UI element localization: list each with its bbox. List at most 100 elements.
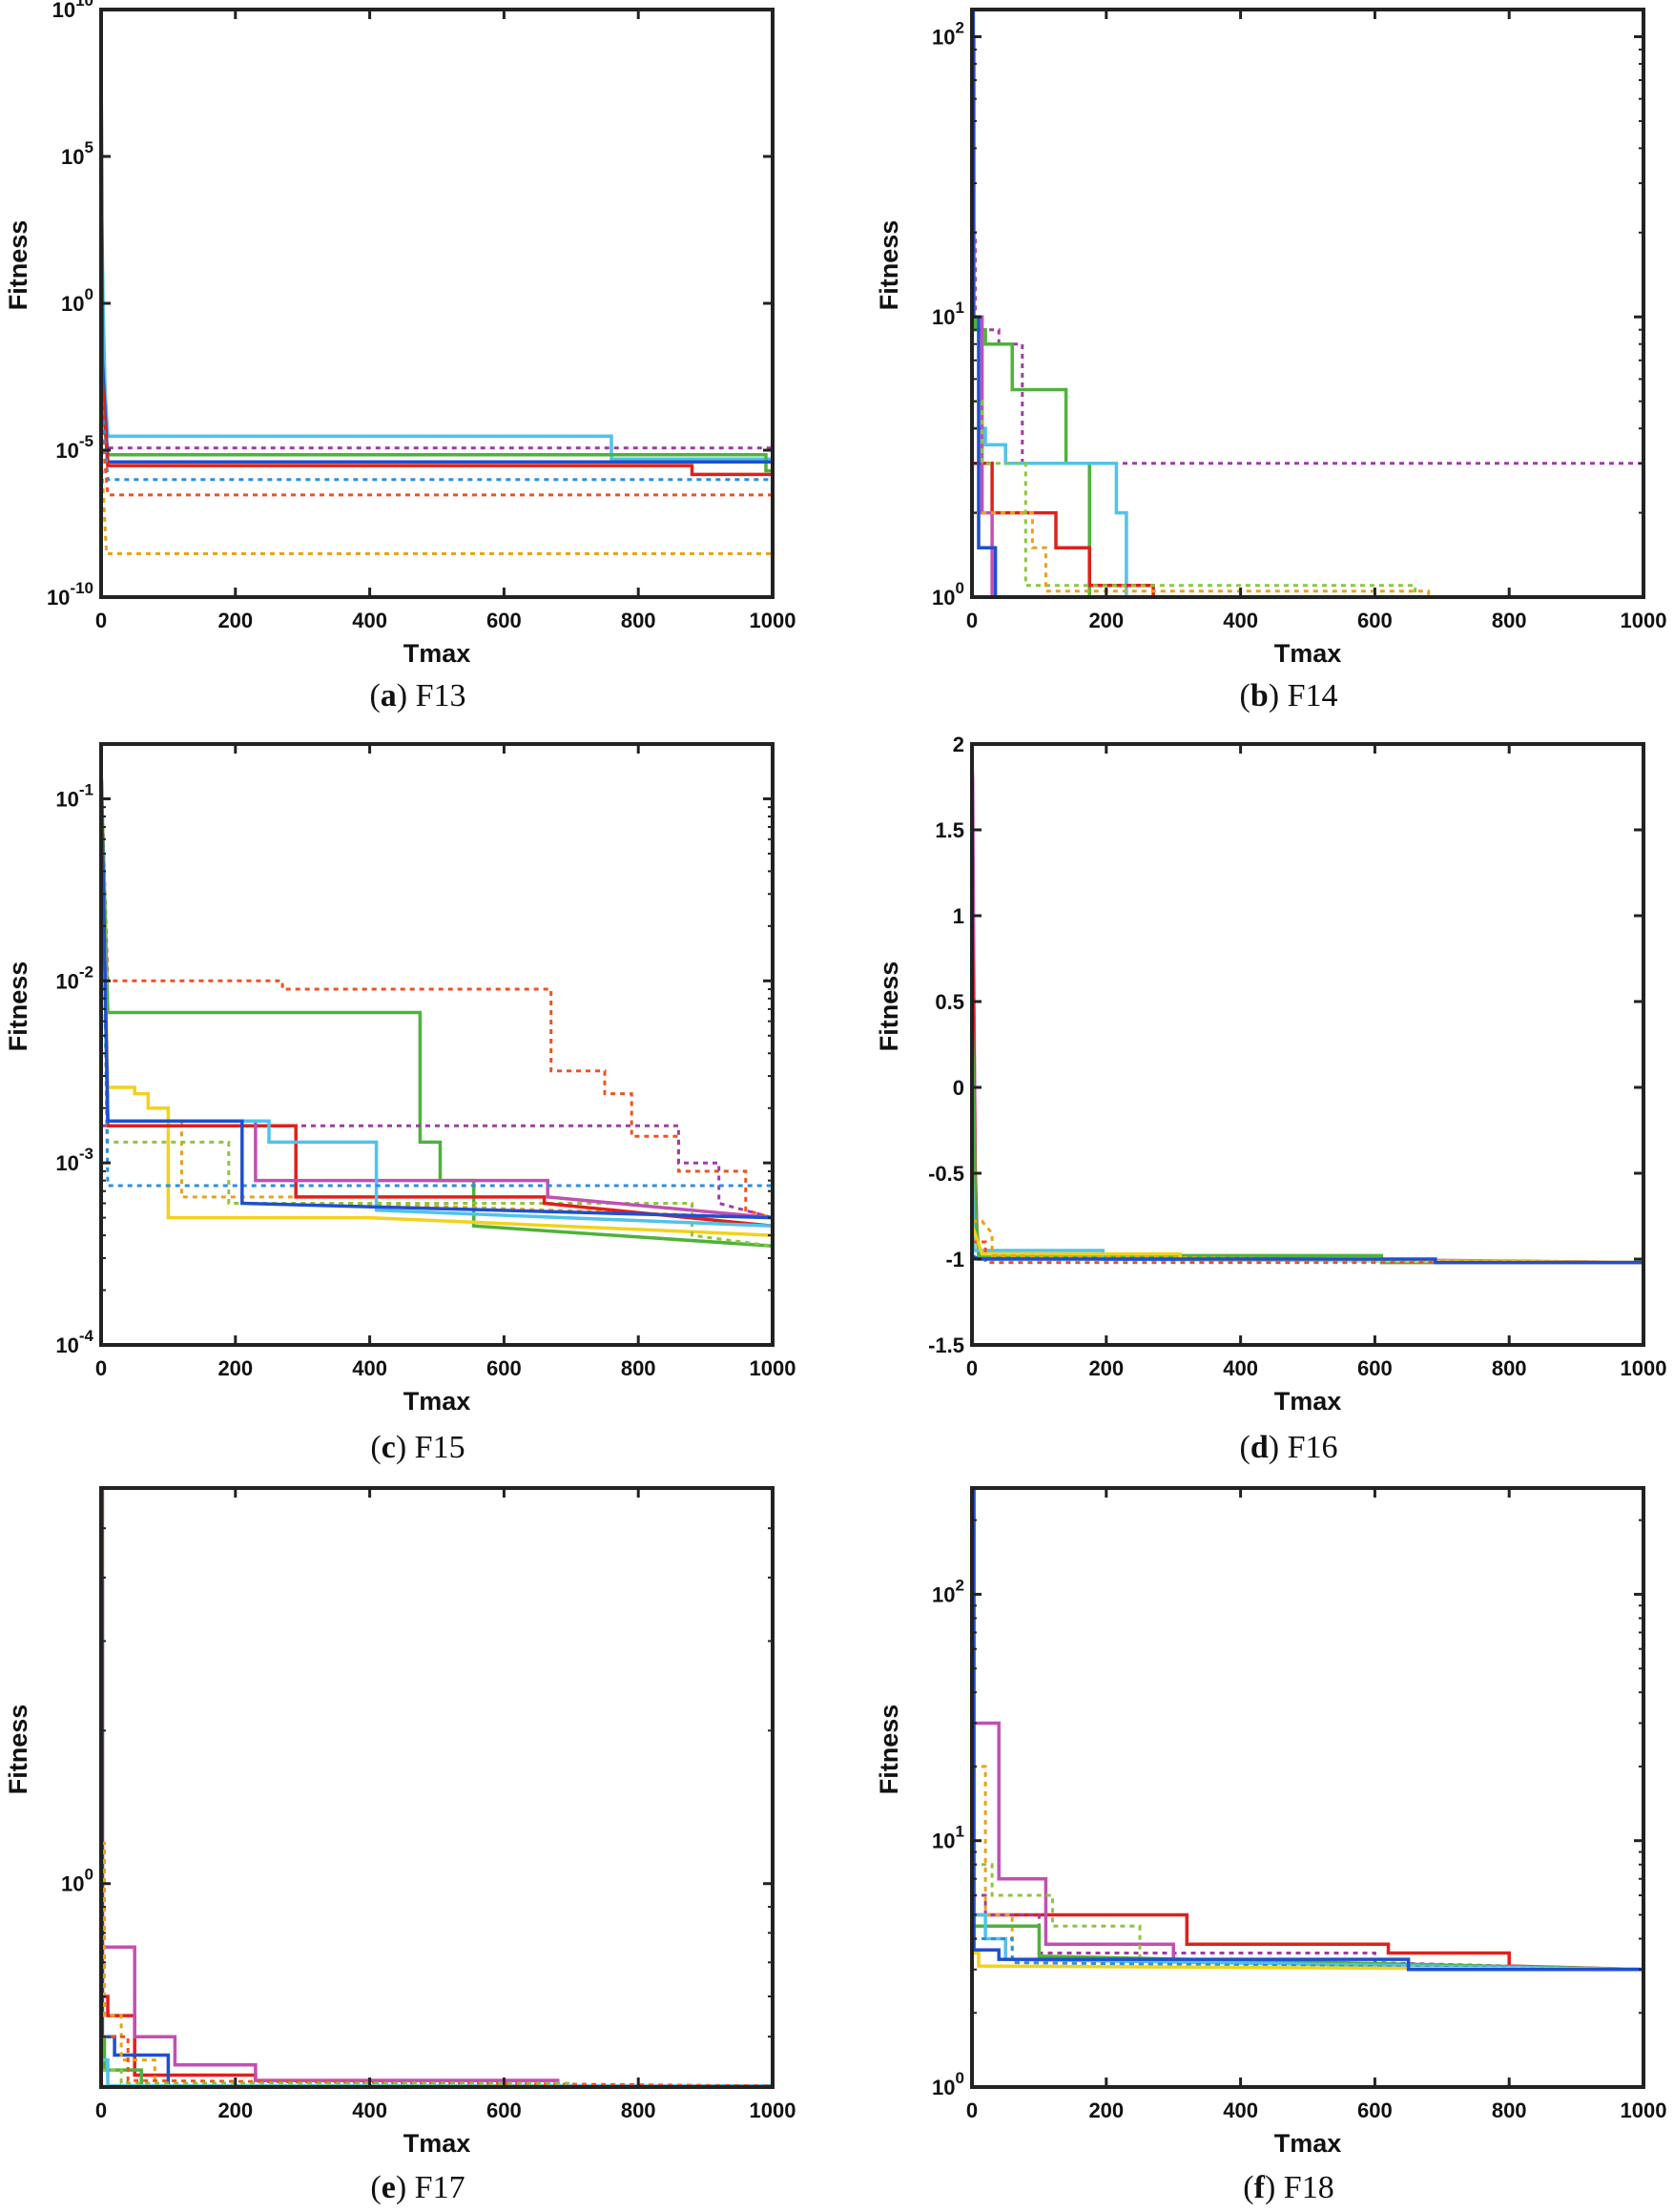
y-tick-label: 100	[61, 285, 93, 316]
x-tick-label: 800	[1492, 609, 1527, 632]
x-axis-label: Tmax	[1274, 639, 1342, 668]
series-line-11	[101, 766, 773, 1220]
x-tick-label: 400	[352, 1356, 387, 1380]
y-tick-label: 1.5	[935, 818, 964, 842]
series-line-1	[972, 231, 1643, 465]
series-line-9	[972, 1951, 1643, 1972]
x-tick-label: 600	[1357, 2098, 1393, 2122]
y-tick-label: 10-4	[55, 1327, 93, 1357]
series-line-2	[972, 315, 1643, 597]
panel-caption: (f) F18	[1243, 2170, 1333, 2205]
plot-area	[972, 1488, 1643, 1972]
plot-area	[101, 1488, 773, 2087]
y-tick-label: 105	[61, 138, 93, 169]
series-line-5	[972, 1765, 1643, 1972]
series-line-8	[972, 1937, 1643, 1972]
series-line-8	[972, 10, 1643, 597]
y-tick-label: 102	[932, 18, 964, 49]
y-tick-label: 1010	[52, 0, 93, 22]
series-line-10	[101, 766, 773, 1188]
y-tick-label: 10-5	[55, 432, 93, 463]
series-line-6	[972, 1721, 1643, 1972]
axes-frame	[99, 742, 775, 1347]
y-axis-label: Fitness	[4, 1705, 32, 1795]
series-line-7	[101, 421, 773, 497]
y-tick-label: 100	[61, 1866, 93, 1896]
series-line-7	[972, 1240, 1643, 1265]
x-tick-label: 200	[217, 1356, 253, 1380]
series-line-9	[101, 766, 773, 1229]
x-tick-label: 800	[1492, 2098, 1527, 2122]
x-tick-label: 200	[1088, 2098, 1124, 2122]
series-line-5	[972, 34, 1643, 597]
series-line-4	[972, 1155, 1643, 1265]
series-line-1	[101, 38, 773, 462]
series-line-4	[972, 1863, 1643, 1972]
series-line-2	[101, 1576, 773, 2087]
panel-c: 0 200 400 600 800 1000 10-1 10-2 10-3 10-4 Tmax Fit…	[4, 742, 796, 1465]
y-tick-label: 101	[932, 299, 964, 329]
x-axis-label: Tmax	[1274, 2129, 1342, 2158]
plot-area	[101, 766, 773, 1248]
series-line-3	[972, 426, 1643, 597]
x-tick-label: 200	[1088, 1356, 1124, 1380]
panel-caption: (e) F17	[370, 2170, 465, 2205]
panel-a: 0 200 400 600 800 1000 1010 105 100 10-5 10-10 Tmax…	[4, 0, 796, 713]
series-line-10	[972, 1488, 1643, 1972]
y-tick-label: 0	[953, 1076, 964, 1100]
series-line-1	[972, 1912, 1643, 1972]
series-line-7	[101, 766, 773, 1229]
series-line-3	[101, 1945, 773, 2087]
series-line-1	[972, 760, 1643, 1265]
x-tick-label: 0	[966, 609, 978, 632]
y-tick-label: -0.5	[928, 1162, 964, 1186]
plot-area	[101, 38, 773, 555]
y-axis-label: Fitness	[875, 220, 903, 311]
x-tick-label: 400	[352, 609, 387, 632]
series-line-4	[101, 766, 773, 1237]
axes-frame	[970, 8, 1645, 599]
panel-d: 0 200 400 600 800 1000 2 1.5 1 0.5 0 -0.5 -1 -1.5 Tmax…	[875, 733, 1666, 1465]
x-tick-label: 600	[486, 1356, 522, 1380]
series-line-4	[101, 38, 773, 465]
x-tick-label: 600	[486, 2098, 522, 2122]
x-tick-label: 0	[95, 2098, 107, 2122]
series-line-2	[972, 898, 1643, 1265]
y-tick-label: 10-3	[55, 1145, 93, 1175]
x-tick-label: 1000	[1621, 609, 1667, 632]
y-tick-label: 100	[932, 2069, 964, 2099]
x-tick-label: 800	[621, 2098, 656, 2122]
series-line-1	[101, 766, 773, 1220]
x-tick-label: 200	[217, 609, 253, 632]
panel-e: 0 200 400 600 800 1000 100 Tmax Fitness (e) F17	[4, 1486, 796, 2205]
x-tick-label: 0	[966, 2098, 978, 2122]
axes-frame	[99, 8, 775, 599]
x-tick-label: 200	[217, 2098, 253, 2122]
y-tick-label: 102	[932, 1576, 964, 1606]
x-tick-label: 800	[1492, 1356, 1527, 1380]
x-axis-label: Tmax	[403, 639, 471, 668]
panel-caption: (c) F15	[370, 1430, 465, 1465]
y-tick-label: -1.5	[928, 1333, 964, 1357]
x-tick-label: 600	[1357, 609, 1393, 632]
y-tick-label: 100	[932, 579, 964, 610]
y-axis-label: Fitness	[4, 220, 32, 311]
x-tick-label: 800	[621, 609, 656, 632]
series-line-5	[101, 362, 773, 477]
series-line-8	[101, 2068, 773, 2087]
x-tick-label: 1000	[750, 2098, 796, 2122]
x-tick-label: 400	[1223, 2098, 1258, 2122]
x-tick-label: 1000	[1621, 1356, 1667, 1380]
x-tick-label: 600	[1357, 1356, 1393, 1380]
y-axis-label: Fitness	[875, 961, 903, 1052]
plot-area	[972, 10, 1643, 597]
x-tick-label: 200	[1088, 609, 1124, 632]
panel-caption: (d) F16	[1240, 1430, 1338, 1465]
x-axis-label: Tmax	[403, 2129, 471, 2158]
series-line-2	[101, 420, 773, 450]
x-tick-label: 1000	[1621, 2098, 1667, 2122]
series-line-7	[101, 2035, 773, 2087]
x-axis-label: Tmax	[403, 1387, 471, 1416]
x-tick-label: 0	[95, 1356, 107, 1380]
